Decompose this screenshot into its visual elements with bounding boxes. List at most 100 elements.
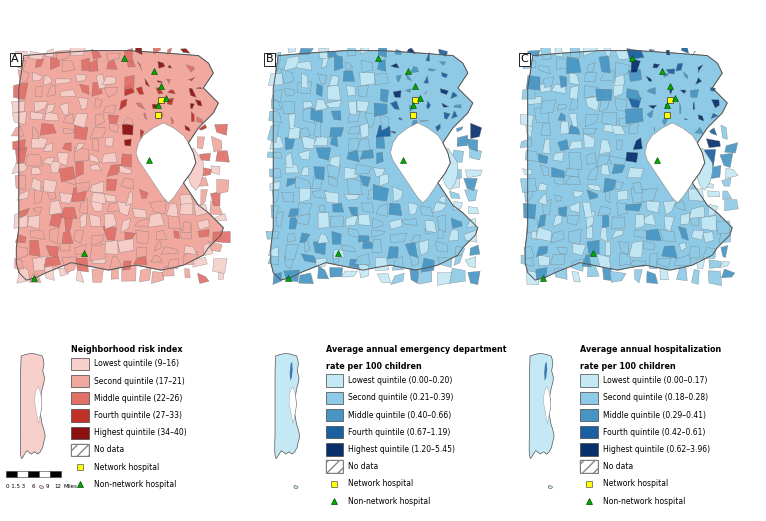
Polygon shape: [55, 50, 72, 61]
Polygon shape: [316, 147, 331, 160]
Polygon shape: [139, 189, 148, 198]
Polygon shape: [634, 269, 642, 283]
Polygon shape: [35, 86, 42, 97]
Polygon shape: [540, 100, 556, 114]
Polygon shape: [300, 233, 310, 243]
Polygon shape: [557, 104, 566, 110]
Polygon shape: [13, 83, 28, 100]
Polygon shape: [156, 88, 163, 94]
Polygon shape: [538, 154, 548, 164]
Polygon shape: [439, 61, 446, 65]
Polygon shape: [301, 135, 315, 149]
Bar: [326, 443, 343, 455]
Polygon shape: [104, 87, 118, 97]
Polygon shape: [588, 265, 599, 277]
Polygon shape: [330, 216, 344, 227]
Polygon shape: [106, 179, 117, 191]
Polygon shape: [388, 246, 398, 259]
Text: Average annual emergency department: Average annual emergency department: [326, 345, 506, 354]
Polygon shape: [332, 254, 339, 264]
Bar: [51, 471, 61, 477]
Polygon shape: [647, 88, 656, 94]
Polygon shape: [565, 167, 579, 177]
Polygon shape: [585, 96, 600, 111]
Polygon shape: [600, 140, 611, 154]
Polygon shape: [329, 156, 340, 168]
Polygon shape: [40, 123, 56, 135]
Polygon shape: [197, 117, 203, 123]
Polygon shape: [62, 230, 73, 244]
Polygon shape: [389, 203, 402, 216]
Polygon shape: [201, 190, 208, 206]
Polygon shape: [277, 212, 283, 227]
Bar: [39, 471, 51, 477]
Polygon shape: [12, 163, 28, 174]
Polygon shape: [209, 242, 222, 252]
Polygon shape: [586, 211, 594, 229]
Bar: [580, 426, 597, 438]
Polygon shape: [18, 70, 29, 84]
Polygon shape: [604, 178, 616, 193]
Bar: [28, 471, 39, 477]
Polygon shape: [391, 123, 450, 203]
Polygon shape: [689, 189, 704, 201]
Polygon shape: [329, 75, 339, 86]
Polygon shape: [569, 202, 580, 213]
Polygon shape: [676, 267, 687, 281]
Polygon shape: [44, 112, 59, 121]
Polygon shape: [281, 192, 294, 202]
Polygon shape: [450, 268, 465, 283]
Polygon shape: [106, 164, 122, 177]
Polygon shape: [696, 78, 702, 84]
Polygon shape: [526, 216, 538, 233]
Polygon shape: [106, 60, 117, 69]
Polygon shape: [645, 123, 705, 203]
Polygon shape: [587, 190, 598, 200]
Polygon shape: [653, 127, 655, 132]
Polygon shape: [470, 123, 482, 139]
Polygon shape: [145, 79, 149, 87]
Polygon shape: [328, 176, 338, 187]
Polygon shape: [296, 61, 312, 70]
Polygon shape: [51, 57, 60, 70]
Polygon shape: [285, 244, 299, 259]
Bar: [71, 358, 89, 370]
Polygon shape: [653, 64, 660, 68]
Polygon shape: [560, 121, 569, 134]
Polygon shape: [313, 241, 326, 255]
Polygon shape: [538, 193, 547, 205]
Polygon shape: [119, 99, 127, 110]
Polygon shape: [359, 176, 371, 187]
Polygon shape: [64, 114, 74, 124]
Polygon shape: [270, 135, 284, 150]
Polygon shape: [410, 66, 419, 73]
Bar: [71, 427, 89, 439]
Text: No data: No data: [348, 462, 378, 471]
Polygon shape: [327, 85, 341, 100]
Polygon shape: [11, 102, 25, 113]
Polygon shape: [551, 231, 565, 243]
Polygon shape: [166, 204, 178, 217]
Polygon shape: [315, 100, 328, 111]
Polygon shape: [346, 85, 355, 96]
Polygon shape: [597, 206, 611, 216]
Polygon shape: [318, 213, 329, 228]
Polygon shape: [285, 163, 299, 173]
Bar: [326, 426, 343, 438]
Polygon shape: [136, 123, 196, 203]
Polygon shape: [20, 354, 45, 458]
Polygon shape: [709, 271, 722, 286]
Polygon shape: [342, 245, 356, 252]
Polygon shape: [609, 156, 627, 165]
Text: rate per 100 children: rate per 100 children: [326, 362, 421, 371]
Polygon shape: [657, 258, 671, 268]
Polygon shape: [348, 110, 361, 122]
Polygon shape: [180, 198, 193, 215]
Polygon shape: [211, 192, 220, 206]
Polygon shape: [90, 127, 106, 138]
Polygon shape: [15, 175, 25, 190]
Polygon shape: [44, 75, 51, 85]
Polygon shape: [596, 89, 612, 101]
Polygon shape: [391, 64, 399, 68]
Polygon shape: [103, 194, 116, 202]
